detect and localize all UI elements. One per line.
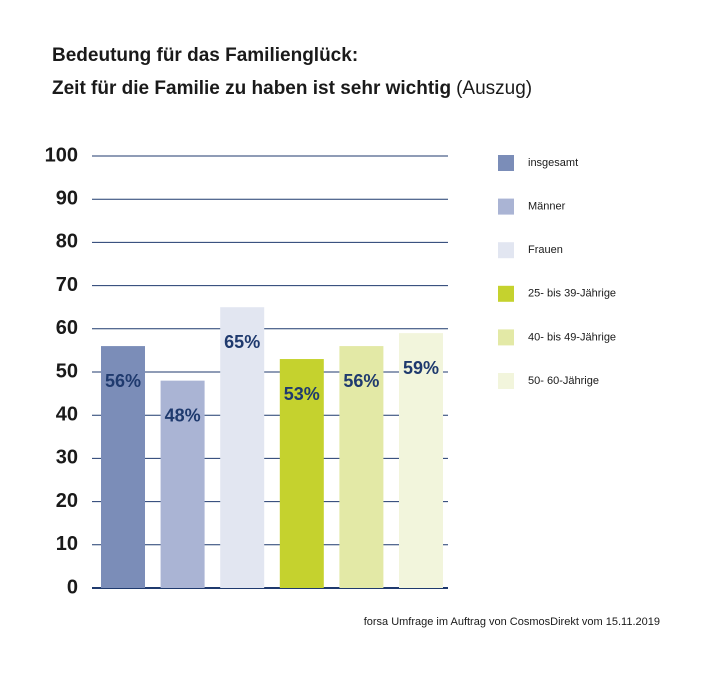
bar (101, 346, 145, 588)
source-note: forsa Umfrage im Auftrag von CosmosDirek… (364, 616, 660, 628)
legend-swatch (498, 373, 514, 389)
legend-label: insgesamt (528, 157, 578, 169)
legend-swatch (498, 155, 514, 171)
bar (339, 346, 384, 588)
y-tick-label: 10 (56, 533, 78, 555)
y-tick-label: 60 (56, 317, 78, 339)
y-tick-label: 20 (56, 490, 78, 512)
legend-swatch (498, 285, 514, 302)
legend-swatch (498, 242, 514, 259)
bar (220, 307, 265, 588)
legend-label: 50- 60-Jährige (528, 375, 599, 387)
value-label: 53% (284, 384, 320, 404)
bar (279, 359, 324, 588)
bar (160, 380, 205, 588)
y-tick-label: 50 (56, 360, 78, 382)
legend-swatch (498, 198, 514, 215)
y-tick-label: 80 (56, 231, 78, 253)
value-label: 59% (403, 358, 439, 378)
chart-title-suffix: (Auszug) (456, 78, 532, 99)
chart-title: Bedeutung für das Familienglück: (52, 45, 358, 66)
legend-swatch (498, 329, 514, 346)
legend-label: 25- bis 39-Jährige (528, 288, 616, 300)
y-tick-label: 40 (56, 403, 78, 425)
value-label: 65% (224, 332, 260, 352)
value-label: 56% (343, 371, 379, 391)
legend-label: 40- bis 49-Jährige (528, 331, 616, 343)
value-label: 48% (165, 405, 201, 425)
y-tick-label: 30 (56, 447, 78, 469)
value-label: 56% (105, 371, 141, 391)
y-tick-label: 0 (67, 576, 78, 598)
y-tick-label: 90 (56, 187, 78, 209)
bar (399, 333, 443, 588)
y-tick-label: 100 (45, 144, 78, 166)
y-tick-label: 70 (56, 274, 78, 296)
chart-title: Zeit für die Familie zu haben ist sehr w… (52, 78, 451, 99)
legend-label: Frauen (528, 244, 563, 256)
legend-label: Männer (528, 201, 566, 213)
